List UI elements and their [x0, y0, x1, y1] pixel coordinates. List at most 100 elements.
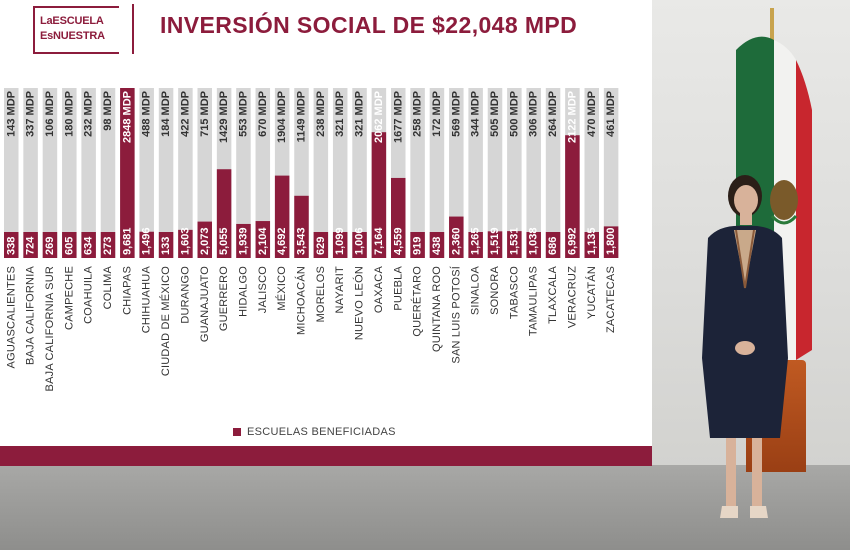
investment-label: 505 MDP — [489, 91, 501, 137]
category-label: CAMPECHE — [63, 266, 75, 330]
investment-label: 422 MDP — [179, 91, 191, 137]
investment-label: 184 MDP — [160, 91, 172, 137]
data-label: 1,531 — [508, 227, 520, 255]
category-label: NUEVO LEÓN — [353, 266, 366, 340]
investment-label: 337 MDP — [25, 91, 37, 137]
category-label: AGUASCALIENTES — [5, 266, 17, 368]
category-label: CHIAPAS — [121, 266, 133, 315]
bar — [545, 232, 561, 258]
bar-background — [313, 88, 329, 258]
bar-background — [449, 88, 464, 258]
bar — [100, 232, 116, 258]
bar-background — [468, 88, 483, 258]
investment-label: 258 MDP — [412, 91, 424, 137]
investment-label: 670 MDP — [257, 91, 269, 137]
investment-label: 264 MDP — [547, 91, 559, 137]
category-label: GUANAJUATO — [199, 266, 211, 342]
data-label: 133 — [160, 237, 172, 255]
data-label: 6,992 — [566, 227, 578, 255]
investment-label: 2122 MDP — [566, 91, 578, 143]
investment-label: 98 MDP — [102, 91, 114, 131]
bar-background — [4, 88, 19, 258]
investment-label: 1677 MDP — [392, 91, 404, 143]
category-label: SONORA — [489, 266, 501, 315]
category-label: BAJA CALIFORNIA SUR — [44, 266, 56, 391]
bar — [584, 232, 599, 258]
bar-background — [352, 88, 367, 258]
investment-label: 232 MDP — [83, 91, 95, 137]
category-label: CHIHUAHUA — [141, 266, 153, 334]
category-label: COAHUILA — [83, 266, 95, 324]
bar — [603, 226, 619, 258]
data-label: 634 — [83, 236, 95, 255]
data-label: 1,496 — [141, 227, 153, 255]
data-label: 1,800 — [605, 227, 617, 255]
investment-label: 180 MDP — [63, 91, 75, 137]
investment-label: 143 MDP — [5, 91, 17, 137]
investment-label: 344 MDP — [470, 91, 482, 137]
data-label: 5,055 — [218, 227, 230, 255]
data-label: 724 — [25, 236, 37, 255]
bar — [391, 177, 406, 258]
bar-background — [62, 88, 77, 258]
logo-frame — [33, 6, 119, 54]
bar-chart: 338 143 MDP AGUASCALIENTES 724 337 MDP BAJA C… — [4, 88, 619, 391]
data-label: 2,104 — [257, 227, 269, 255]
bar — [274, 175, 290, 258]
investment-label: 1149 MDP — [296, 91, 308, 142]
bar — [42, 232, 58, 258]
data-label: 438 — [431, 237, 443, 255]
bar — [352, 232, 367, 258]
bar — [23, 232, 38, 258]
bar — [410, 232, 425, 258]
bar-background — [178, 88, 193, 258]
bar — [197, 221, 212, 258]
bar — [120, 88, 135, 258]
investment-label: 1904 MDP — [276, 91, 288, 143]
data-label: 605 — [63, 237, 75, 255]
category-label: QUERÉTARO — [411, 266, 424, 337]
speaker-figure — [702, 175, 788, 518]
data-label: 338 — [5, 237, 17, 255]
logo-text-line2: EsNUESTRA — [40, 30, 105, 42]
bar-background — [429, 88, 445, 258]
bar-background — [603, 88, 619, 258]
bar — [429, 232, 445, 258]
investment-label: 2062 MDP — [373, 91, 385, 143]
category-label: SAN LUIS POTOSÍ — [449, 265, 462, 363]
bar-background — [584, 88, 599, 258]
data-label: 273 — [102, 237, 114, 255]
investment-label: 553 MDP — [237, 91, 249, 137]
data-label: 1,519 — [489, 227, 501, 255]
bar-background — [197, 88, 212, 258]
category-label: YUCATÁN — [585, 266, 598, 319]
logo: LaESCUELA EsNUESTRA — [33, 6, 121, 56]
category-label: OAXACA — [373, 266, 385, 314]
investment-label: 321 MDP — [334, 91, 346, 137]
investment-label: 238 MDP — [315, 91, 327, 137]
bar — [158, 232, 174, 258]
presentation-screen: LaESCUELA EsNUESTRA INVERSIÓN SOCIAL DE … — [0, 0, 652, 466]
bar — [255, 221, 271, 258]
bar — [332, 232, 348, 258]
data-label: 919 — [412, 237, 424, 255]
category-label: HIDALGO — [237, 266, 249, 317]
category-label: BAJA CALIFORNIA — [25, 266, 37, 365]
bar-background — [410, 88, 425, 258]
category-label: ZACATECAS — [605, 266, 617, 333]
bar-background — [139, 88, 154, 258]
category-label: TABASCO — [508, 266, 520, 319]
investment-label: 569 MDP — [450, 91, 462, 137]
data-label: 3,543 — [296, 227, 308, 255]
bar — [62, 232, 77, 258]
bar — [178, 229, 193, 258]
bar-background — [507, 88, 522, 258]
data-label: 1,099 — [334, 227, 346, 255]
bar-background — [332, 88, 348, 258]
category-label: COLIMA — [102, 266, 114, 310]
investment-label: 500 MDP — [508, 91, 520, 137]
investment-label: 715 MDP — [199, 91, 211, 137]
data-label: 4,559 — [392, 227, 404, 255]
category-label: TAMAULIPAS — [528, 266, 540, 336]
data-label: 7,164 — [373, 227, 385, 255]
